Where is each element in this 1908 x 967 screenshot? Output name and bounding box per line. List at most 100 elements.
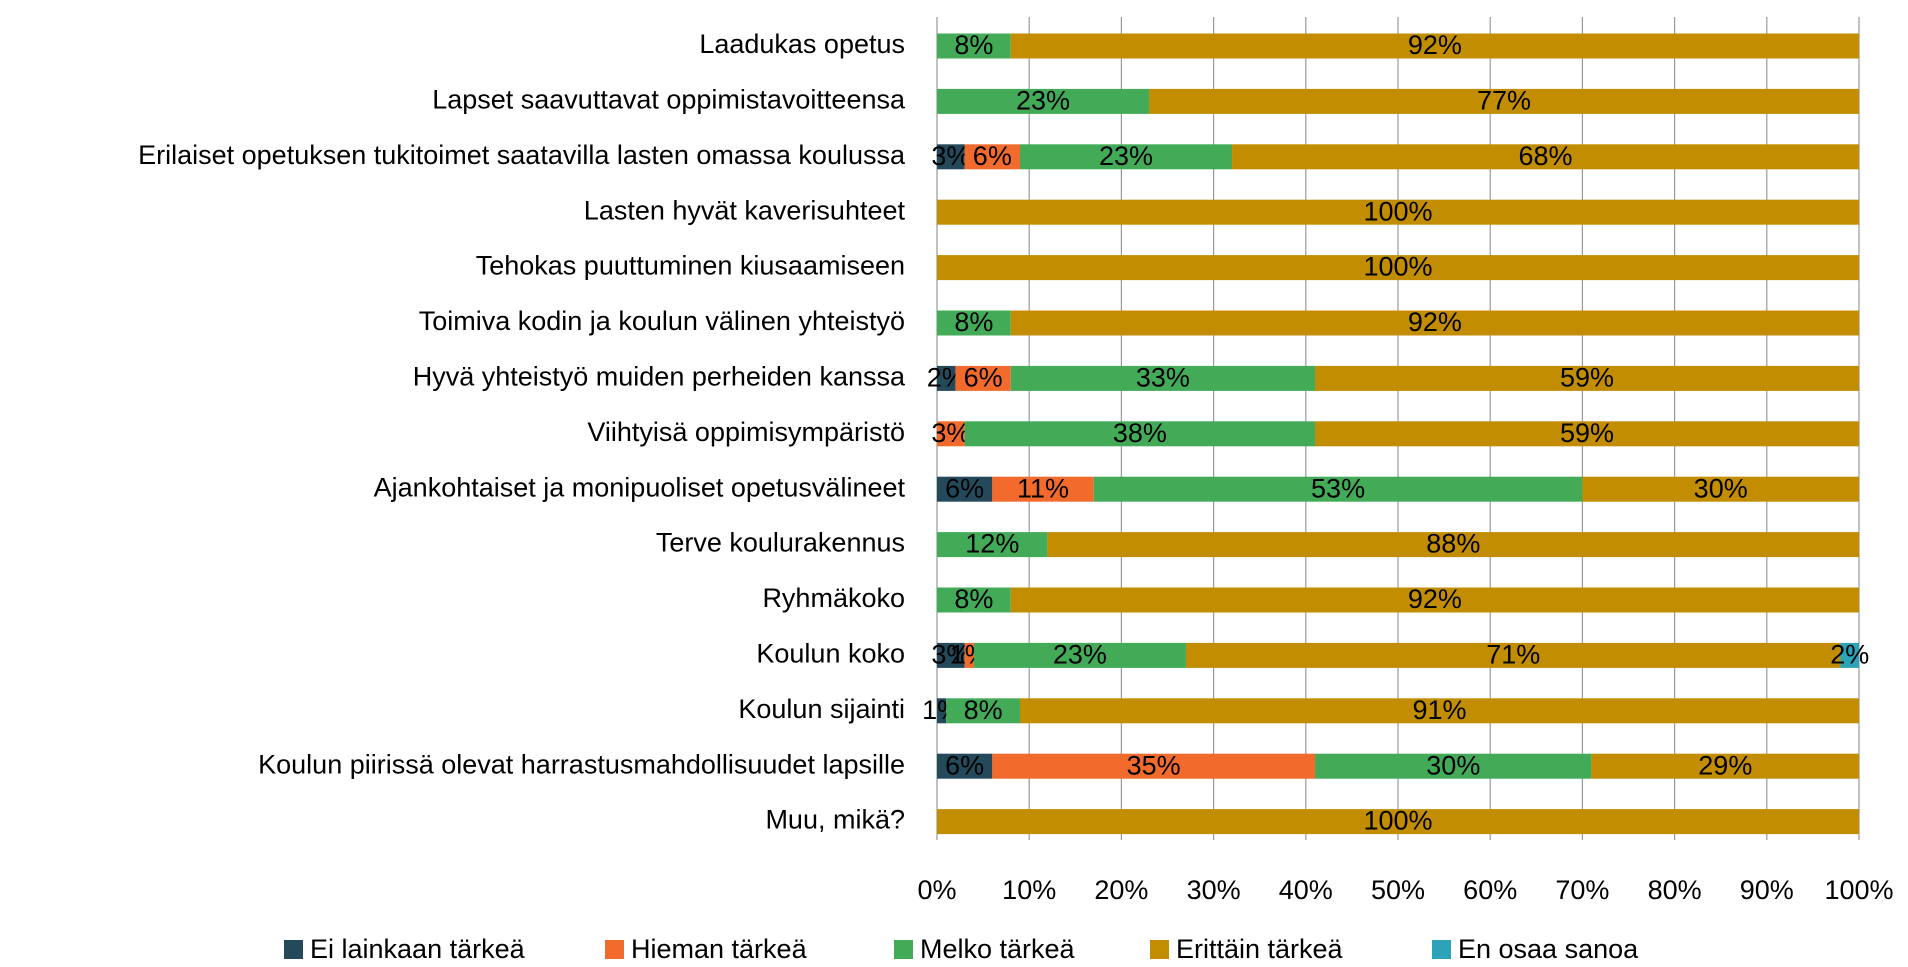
legend-label: Ei lainkaan tärkeä xyxy=(310,934,526,964)
bar-segment xyxy=(1093,476,1583,502)
value-label: 30% xyxy=(1694,473,1748,503)
legend-swatch xyxy=(1432,940,1451,959)
value-label: 92% xyxy=(1408,307,1462,337)
bar-segment xyxy=(937,642,965,668)
category-label: Koulun piirissä olevat harrastusmahdolli… xyxy=(258,749,905,779)
x-tick-label: 70% xyxy=(1555,875,1609,905)
x-tick-label: 60% xyxy=(1463,875,1517,905)
bar-segment xyxy=(1582,476,1859,502)
legend-swatch xyxy=(1150,940,1169,959)
value-label: 92% xyxy=(1408,30,1462,60)
x-tick-label: 10% xyxy=(1002,875,1056,905)
value-label: 6% xyxy=(945,750,984,780)
value-label: 59% xyxy=(1560,363,1614,393)
bar-segment xyxy=(937,255,1859,281)
x-tick-label: 50% xyxy=(1371,875,1425,905)
value-label: 8% xyxy=(964,695,1003,725)
bar-segment xyxy=(1232,144,1859,170)
bar-segment xyxy=(1010,365,1316,391)
bar-segment xyxy=(937,365,956,391)
value-label: 53% xyxy=(1311,473,1365,503)
value-label: 8% xyxy=(954,584,993,614)
category-label: Toimiva kodin ja koulun välinen yhteisty… xyxy=(419,306,905,336)
category-label: Hyvä yhteistyö muiden perheiden kanssa xyxy=(413,362,906,392)
value-label: 8% xyxy=(954,30,993,60)
value-label: 38% xyxy=(1113,418,1167,448)
value-label: 23% xyxy=(1053,640,1107,670)
category-label: Koulun koko xyxy=(756,639,905,669)
bar-segment xyxy=(937,88,1150,114)
bar-segment xyxy=(1047,532,1859,558)
value-label: 100% xyxy=(1363,196,1432,226)
value-label: 71% xyxy=(1486,640,1540,670)
value-label: 6% xyxy=(945,473,984,503)
value-label: 35% xyxy=(1127,750,1181,780)
bar-segment xyxy=(937,476,993,502)
bar-segment xyxy=(992,753,1316,779)
category-label: Lasten hyvät kaverisuhteet xyxy=(584,195,906,225)
category-label: Erilaiset opetuksen tukitoimet saatavill… xyxy=(138,140,906,170)
bar-segment xyxy=(946,698,1020,724)
legend-swatch xyxy=(284,940,303,959)
value-label: 88% xyxy=(1426,529,1480,559)
value-label: 77% xyxy=(1477,86,1531,116)
bar-segment xyxy=(964,144,1020,170)
category-label: Viihtyisä oppimisympäristö xyxy=(587,417,905,447)
bar-segment xyxy=(937,753,993,779)
value-label: 92% xyxy=(1408,584,1462,614)
bar-segment xyxy=(937,310,1011,336)
value-label: 68% xyxy=(1518,141,1572,171)
legend-swatch xyxy=(894,940,913,959)
bar-segment xyxy=(1315,365,1859,391)
x-tick-label: 20% xyxy=(1094,875,1148,905)
x-tick-label: 30% xyxy=(1187,875,1241,905)
value-label: 3% xyxy=(931,640,970,670)
category-label: Tehokas puuttuminen kiusaamiseen xyxy=(476,251,905,281)
bar-segment xyxy=(937,33,1011,59)
category-label: Lapset saavuttavat oppimistavoitteensa xyxy=(432,85,906,115)
value-label: 11% xyxy=(1017,473,1069,503)
value-label: 100% xyxy=(1363,252,1432,282)
bar-segment xyxy=(937,587,1011,613)
value-label: 91% xyxy=(1412,695,1466,725)
value-label: 33% xyxy=(1136,363,1190,393)
value-label: 59% xyxy=(1560,418,1614,448)
legend-label: En osaa sanoa xyxy=(1458,934,1639,964)
x-tick-label: 0% xyxy=(917,875,956,905)
bar-segment xyxy=(964,421,1316,447)
legend-swatch xyxy=(605,940,624,959)
x-tick-label: 100% xyxy=(1824,875,1893,905)
bar-segment xyxy=(937,532,1048,558)
bar-segment xyxy=(1315,421,1859,447)
legend-label: Melko tärkeä xyxy=(920,934,1076,964)
legend-label: Erittäin tärkeä xyxy=(1176,934,1344,964)
bar-segment xyxy=(1019,144,1233,170)
category-label: Koulun sijainti xyxy=(738,694,905,724)
bar-segment xyxy=(1010,310,1859,336)
category-label: Ryhmäkoko xyxy=(762,583,905,613)
bar-segment xyxy=(937,809,1859,835)
bar-segment xyxy=(1315,753,1592,779)
bar-segment xyxy=(1591,753,1859,779)
value-label: 29% xyxy=(1698,750,1752,780)
value-label: 30% xyxy=(1426,750,1480,780)
legend-label: Hieman tärkeä xyxy=(631,934,808,964)
value-label: 23% xyxy=(1099,141,1153,171)
value-label: 6% xyxy=(973,141,1012,171)
category-label: Muu, mikä? xyxy=(765,805,905,835)
bar-segment xyxy=(937,144,965,170)
category-label: Laadukas opetus xyxy=(699,29,905,59)
bar-segment xyxy=(1010,33,1859,59)
value-label: 12% xyxy=(965,529,1019,559)
value-label: 8% xyxy=(954,307,993,337)
bar-segment xyxy=(937,421,965,447)
bar-segment xyxy=(937,199,1859,225)
bar-segment xyxy=(1840,642,1859,668)
bar-segment xyxy=(992,476,1094,502)
x-tick-label: 80% xyxy=(1648,875,1702,905)
bar-segment xyxy=(1149,88,1859,114)
bar-segment xyxy=(937,698,947,724)
value-label: 23% xyxy=(1016,86,1070,116)
